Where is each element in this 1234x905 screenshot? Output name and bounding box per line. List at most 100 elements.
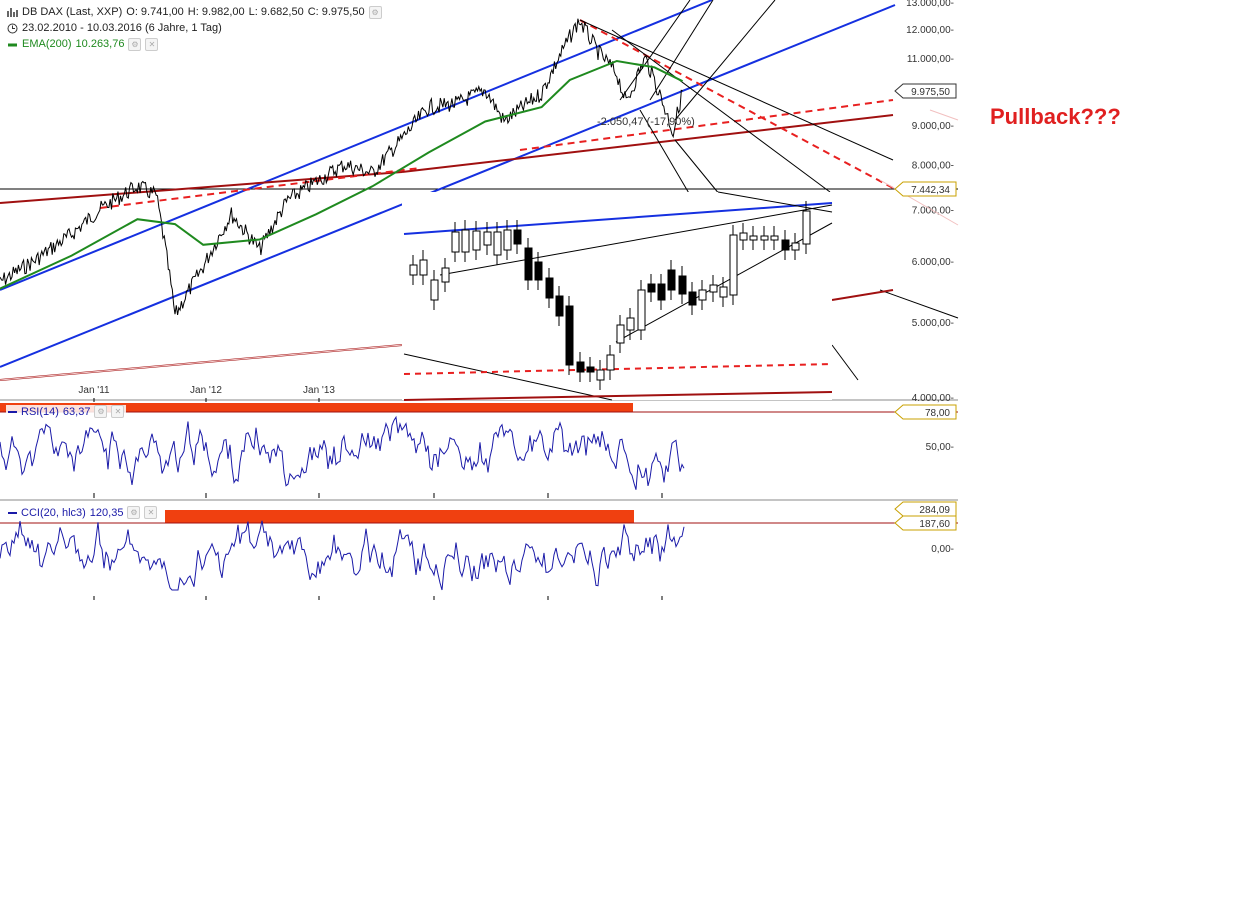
trend-line xyxy=(0,171,403,204)
inset-line xyxy=(403,202,833,235)
range-line: 23.02.2010 - 10.03.2016 (6 Jahre, 1 Tag) xyxy=(6,21,222,35)
candle-body xyxy=(545,277,554,299)
price-marker-level: 7.442,34 xyxy=(911,185,950,196)
y-tick-label: 4.000,00- xyxy=(912,393,954,404)
drawdown-label: -2.050,47 (-17,90%) xyxy=(597,116,695,128)
ohlc-low: L: 9.682,50 xyxy=(248,6,304,18)
inset-line xyxy=(403,363,833,375)
price-marker-close-box xyxy=(894,83,957,99)
candle-body xyxy=(719,286,728,298)
trend-line xyxy=(619,0,691,101)
price-markers: 9.975,50 7.442,34 78,00 284,09 187,60 xyxy=(894,83,957,531)
candle-body xyxy=(524,247,533,281)
candle-body xyxy=(586,366,595,373)
candle-body xyxy=(576,361,585,373)
ema-legend: EMA(200) 10.263,76 ⚙ ✕ xyxy=(6,37,159,51)
time-axis: Jan '11 Jan '12 Jan '13 xyxy=(78,385,663,600)
settings-icon[interactable]: ⚙ xyxy=(94,405,108,418)
close-icon[interactable]: ✕ xyxy=(111,405,125,418)
cci-series xyxy=(0,520,685,591)
candle-body xyxy=(729,234,738,296)
cci-swatch-icon xyxy=(8,511,17,514)
candle-body xyxy=(709,284,718,293)
price-marker-level-box xyxy=(894,181,957,197)
candle-body xyxy=(678,275,687,295)
rsi-marker: 78,00 xyxy=(925,408,950,419)
price-marker-close: 9.975,50 xyxy=(911,87,950,98)
candle-body xyxy=(626,317,635,331)
candle-body xyxy=(419,259,428,276)
trend-line xyxy=(929,109,959,121)
rsi-swatch-icon xyxy=(8,410,17,413)
y-tick-label: 13.000,00- xyxy=(906,0,954,9)
candle-body xyxy=(698,289,707,301)
trend-line xyxy=(649,0,714,101)
candle-body xyxy=(503,229,512,251)
close-icon[interactable]: ✕ xyxy=(144,506,158,519)
cci-value: 120,35 xyxy=(89,506,124,519)
candle-body xyxy=(647,283,656,293)
price-series xyxy=(0,18,683,315)
candle-body xyxy=(430,279,439,301)
rsi-series xyxy=(0,415,685,490)
close-icon[interactable]: ✕ xyxy=(145,37,159,51)
trend-line xyxy=(0,4,896,368)
candlestick-inset xyxy=(402,191,833,401)
trend-line xyxy=(879,179,959,226)
candle-body xyxy=(791,242,800,251)
candle-body xyxy=(606,354,615,371)
candle-body xyxy=(565,305,574,366)
cci-marker-high: 284,09 xyxy=(919,505,950,516)
cci-tick-label: 0,00- xyxy=(931,544,954,555)
candle-body xyxy=(534,261,543,281)
candle-body xyxy=(513,229,522,245)
trend-line xyxy=(99,167,421,209)
y-tick-label: 8.000,00- xyxy=(912,161,954,172)
trend-line xyxy=(674,0,776,121)
candle-body xyxy=(739,232,748,241)
y-tick-label: 9.000,00- xyxy=(912,121,954,132)
inset-line xyxy=(403,391,833,401)
trend-lines xyxy=(0,0,959,381)
x-tick-label: Jan '12 xyxy=(190,385,222,396)
y-tick-label: 5.000,00- xyxy=(912,318,954,329)
candle-body xyxy=(472,230,481,251)
rsi-legend: RSI(14) 63,37 ⚙ ✕ xyxy=(6,405,127,418)
cci-legend: CCI(20, hlc3) 120,35 ⚙ ✕ xyxy=(6,506,160,519)
inset-line xyxy=(403,353,613,401)
ohlc-open: O: 9.741,00 xyxy=(126,6,184,18)
settings-icon[interactable]: ⚙ xyxy=(368,5,382,19)
cci-band xyxy=(165,510,634,523)
y-tick-label: 6.000,00- xyxy=(912,257,954,268)
trend-line xyxy=(0,0,713,291)
overbought-band xyxy=(0,403,633,412)
candle-body xyxy=(657,283,666,301)
ohlc-close: C: 9.975,50 xyxy=(307,6,365,18)
candle-body xyxy=(596,369,605,381)
trend-line xyxy=(611,29,831,193)
trend-line xyxy=(579,19,894,161)
settings-icon[interactable]: ⚙ xyxy=(127,506,141,519)
candle-body xyxy=(749,235,758,241)
candle-body xyxy=(760,235,769,241)
clock-icon xyxy=(6,22,18,34)
rsi-tick-label: 50,00- xyxy=(926,442,954,453)
cci-panel: 0,00- xyxy=(0,510,958,591)
y-tick-label: 11.000,00- xyxy=(907,54,954,65)
trend-line xyxy=(879,289,959,319)
settings-icon[interactable]: ⚙ xyxy=(128,37,142,51)
trend-line xyxy=(519,99,894,151)
ema-label: EMA(200) xyxy=(22,38,72,50)
candle-body xyxy=(493,231,502,256)
rsi-label: RSI(14) xyxy=(21,405,59,418)
trend-line xyxy=(831,289,894,301)
trend-line xyxy=(401,114,894,173)
chart-canvas: 4.000,00-5.000,00-6.000,00-7.000,00-8.00… xyxy=(0,0,959,600)
candle-body xyxy=(781,239,790,251)
candle-body xyxy=(483,231,492,246)
ema-swatch-icon xyxy=(6,38,18,50)
inset-line xyxy=(717,191,833,213)
x-tick-label: Jan '11 xyxy=(78,385,110,396)
trend-line xyxy=(639,109,691,196)
trend-line xyxy=(831,344,859,381)
